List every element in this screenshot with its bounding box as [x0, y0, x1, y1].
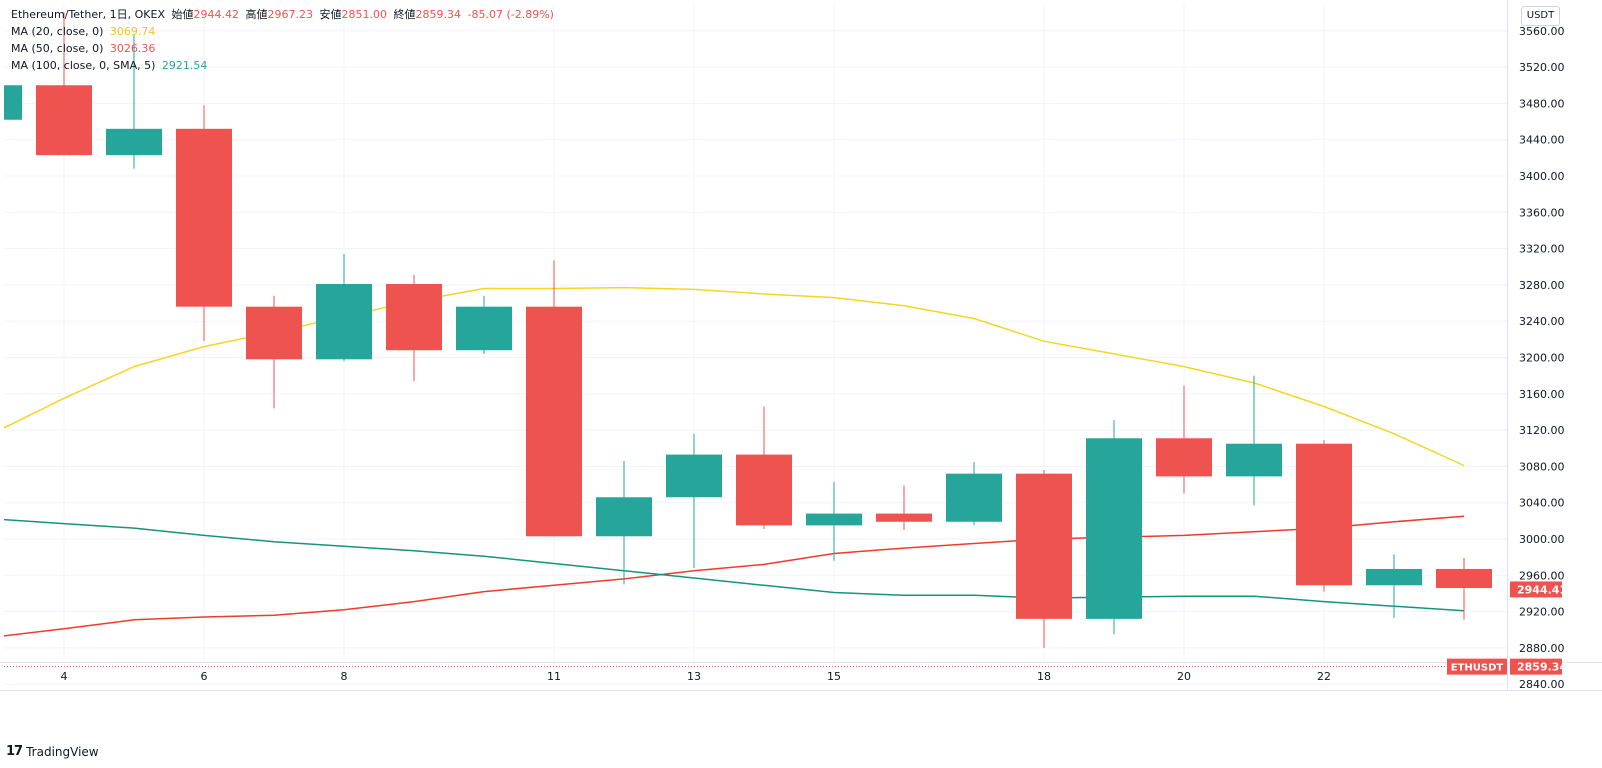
y-tick-label: 3280.00 [1519, 279, 1565, 292]
symbol-title: Ethereum/Tether, 1日, OKEX [11, 8, 165, 21]
legend-ma100-row[interactable]: MA (100, close, 0, SMA, 5) 2921.54 [11, 57, 554, 74]
high-value: 2967.23 [267, 8, 313, 21]
candle-body[interactable] [1296, 443, 1352, 586]
y-tick-label: 3040.00 [1519, 497, 1565, 510]
x-tick-label: 6 [201, 670, 208, 683]
ma20-label: MA (20, close, 0) [11, 25, 104, 38]
y-tick-label: 3560.00 [1519, 25, 1565, 38]
price-label-box [1510, 581, 1562, 598]
ma100-label: MA (100, close, 0, SMA, 5) [11, 59, 156, 72]
candle-body[interactable] [1156, 438, 1212, 477]
x-tick-label: 4 [61, 670, 68, 683]
candle-body[interactable] [806, 513, 862, 526]
x-tick-label: 11 [547, 670, 561, 683]
legend-symbol-row: Ethereum/Tether, 1日, OKEX 始値2944.42 高値29… [11, 6, 554, 23]
candle-body[interactable] [36, 85, 92, 156]
ma50-line [4, 515, 1465, 637]
y-tick-label: 3200.00 [1519, 352, 1565, 365]
candle-body[interactable] [876, 513, 932, 522]
candle-body[interactable] [176, 128, 232, 307]
ma50-label: MA (50, close, 0) [11, 42, 104, 55]
high-label: 高値 [245, 8, 268, 21]
x-tick-label: 18 [1037, 670, 1051, 683]
x-tick-label: 13 [687, 670, 701, 683]
candle-body[interactable] [456, 306, 512, 351]
y-tick-label: 3080.00 [1519, 460, 1565, 473]
candle-body[interactable] [1086, 438, 1142, 619]
candle-body[interactable] [1436, 568, 1492, 589]
y-tick-label: 3000.00 [1519, 533, 1565, 546]
y-tick-label: 2920.00 [1519, 606, 1565, 619]
price-label-text: 2859.34 [1517, 661, 1567, 674]
tradingview-logo-icon: 17 [6, 744, 23, 759]
close-value: 2859.34 [415, 8, 461, 21]
candle-body[interactable] [386, 283, 442, 351]
candle-body[interactable] [736, 454, 792, 526]
y-tick-label: 2880.00 [1519, 642, 1565, 655]
symbol-tag-text: ETHUSDT [1451, 663, 1504, 674]
ma20-value: 3069.74 [109, 25, 156, 38]
ma100-value: 2921.54 [161, 59, 208, 72]
candle-body[interactable] [666, 454, 722, 498]
tradingview-footer[interactable]: 17 TradingView [6, 744, 99, 759]
candle-body[interactable] [1016, 473, 1072, 619]
x-tick-label: 8 [341, 670, 348, 683]
tradingview-brand: TradingView [26, 744, 99, 759]
currency-unit-button[interactable]: USDT [1521, 6, 1560, 26]
y-tick-label: 3440.00 [1519, 134, 1565, 147]
y-tick-label: 3240.00 [1519, 315, 1565, 328]
candle-body[interactable] [526, 306, 582, 537]
y-tick-label: 3400.00 [1519, 170, 1565, 183]
price-label-text: 2944.41 [1517, 583, 1567, 596]
x-tick-label: 22 [1317, 670, 1331, 683]
low-value: 2851.00 [341, 8, 387, 21]
open-label: 始値 [171, 8, 194, 21]
candle-body[interactable] [316, 283, 372, 360]
ma20-line [4, 286, 1465, 467]
y-tick-label: 3600.00 [1519, 0, 1565, 2]
candle-body[interactable] [0, 85, 22, 120]
change-value: -85.07 (-2.89%) [467, 8, 554, 21]
close-label: 終値 [393, 8, 416, 21]
legend-ma20-row[interactable]: MA (20, close, 0) 3069.74 [11, 23, 554, 40]
y-tick-label: 3120.00 [1519, 424, 1565, 437]
y-tick-label: 3480.00 [1519, 97, 1565, 110]
symbol-tag-box [1447, 658, 1507, 675]
y-tick-label: 3320.00 [1519, 243, 1565, 256]
y-tick-label: 3520.00 [1519, 61, 1565, 74]
y-tick-label: 3160.00 [1519, 388, 1565, 401]
price-label-box [1510, 658, 1562, 675]
legend-ma50-row[interactable]: MA (50, close, 0) 3026.36 [11, 40, 554, 57]
y-tick-label: 2960.00 [1519, 569, 1565, 582]
x-tick-label: 15 [827, 670, 841, 683]
candle-body[interactable] [106, 128, 162, 156]
candle-body[interactable] [946, 473, 1002, 522]
low-label: 安値 [319, 8, 342, 21]
ma100-line [4, 518, 1465, 612]
y-tick-label: 3360.00 [1519, 206, 1565, 219]
x-tick-label: 20 [1177, 670, 1191, 683]
candle-body[interactable] [1226, 443, 1282, 477]
open-value: 2944.42 [193, 8, 239, 21]
y-tick-label: 2840.00 [1519, 678, 1565, 691]
ma50-value: 3026.36 [109, 42, 156, 55]
candle-body[interactable] [246, 306, 302, 360]
candle-body[interactable] [596, 497, 652, 537]
chart-legend: Ethereum/Tether, 1日, OKEX 始値2944.42 高値29… [11, 6, 554, 74]
candle-body[interactable] [1366, 568, 1422, 586]
